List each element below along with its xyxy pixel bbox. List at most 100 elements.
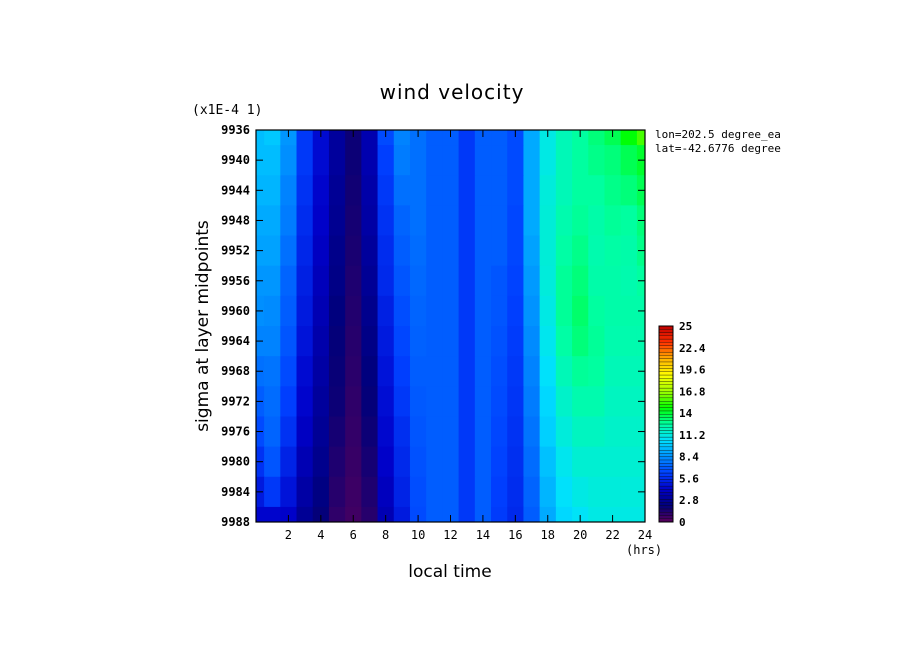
y-tick-label: 9964 xyxy=(221,334,250,348)
heatmap-cell xyxy=(539,295,557,327)
heatmap-cell xyxy=(426,145,443,176)
heatmap-cell xyxy=(312,416,330,448)
heatmap-cell xyxy=(361,295,379,327)
heatmap-cell xyxy=(474,265,492,297)
heatmap-cell xyxy=(539,416,557,448)
heatmap-cell xyxy=(474,145,492,176)
colorbar-label: 11.2 xyxy=(679,429,706,442)
heatmap-cell xyxy=(458,205,476,237)
heatmap-cell xyxy=(328,506,346,522)
x-axis-label: local time xyxy=(408,562,492,582)
heatmap-cell xyxy=(507,476,525,508)
heatmap-cell xyxy=(588,416,606,448)
heatmap-cell xyxy=(604,145,622,176)
colorbar-label: 5.6 xyxy=(679,472,699,485)
heatmap-cell xyxy=(409,356,427,387)
heatmap-cell xyxy=(474,506,492,522)
heatmap-cell xyxy=(393,295,411,327)
heatmap-cell xyxy=(328,386,346,418)
heatmap-cell xyxy=(361,205,379,237)
colorbar-label: 0 xyxy=(679,516,686,529)
heatmap-cell xyxy=(264,145,281,176)
heatmap-cell xyxy=(345,356,362,387)
heatmap-cell xyxy=(393,446,411,478)
heatmap-cell xyxy=(409,205,427,237)
heatmap-cell xyxy=(604,416,622,448)
heatmap-cell xyxy=(555,386,573,418)
heatmap-cell xyxy=(588,295,606,327)
heatmap-cell xyxy=(377,145,395,176)
heatmap-cell xyxy=(442,416,460,448)
heatmap-cell xyxy=(620,145,638,176)
heatmap-cell xyxy=(426,265,443,297)
heatmap-cell xyxy=(345,476,362,508)
heatmap-cell xyxy=(474,476,492,508)
heatmap-cell xyxy=(409,235,427,267)
heatmap-cell xyxy=(377,416,395,448)
colorbar-segment xyxy=(658,505,674,510)
colorbar-segment xyxy=(658,374,674,379)
heatmap-cell xyxy=(588,130,606,146)
colorbar-segment xyxy=(658,335,674,340)
heatmap-cell xyxy=(555,446,573,478)
heatmap-cell xyxy=(523,326,541,357)
heatmap-cell xyxy=(312,235,330,267)
heatmap-cell xyxy=(458,295,476,327)
heatmap-cell xyxy=(426,416,443,448)
heatmap-cell xyxy=(539,446,557,478)
heatmap-cell xyxy=(507,205,525,237)
heatmap-cell xyxy=(328,295,346,327)
colorbar-segment xyxy=(658,348,674,353)
heatmap-cell xyxy=(588,446,606,478)
heatmap-cell xyxy=(442,506,460,522)
x-tick-label: 20 xyxy=(573,528,587,542)
heatmap-cell xyxy=(345,326,362,357)
heatmap-cell xyxy=(312,446,330,478)
heatmap-cell xyxy=(442,145,460,176)
heatmap-cell xyxy=(328,175,346,206)
heatmap-cell xyxy=(264,416,281,448)
heatmap-cell xyxy=(572,265,589,297)
colorbar: 0 2.8 5.6 8.4 11.2 14 16.8 19.6 22.4 25 xyxy=(658,320,706,529)
heatmap-cell xyxy=(555,416,573,448)
heatmap-cell xyxy=(296,235,314,267)
colorbar-segment xyxy=(658,498,674,503)
colorbar-label: 2.8 xyxy=(679,494,699,507)
heatmap-cell xyxy=(280,446,298,478)
heatmap-cell xyxy=(280,386,298,418)
colorbar-segment xyxy=(658,342,674,346)
colorbar-segment xyxy=(658,472,674,477)
heatmap-cell xyxy=(361,446,379,478)
heatmap-cell xyxy=(523,235,541,267)
heatmap-cell xyxy=(393,386,411,418)
heatmap-cell xyxy=(361,356,379,387)
heatmap-cell xyxy=(442,265,460,297)
y-tick-label: 9936 xyxy=(221,123,250,137)
heatmap-cell xyxy=(555,265,573,297)
heatmap-cell xyxy=(491,326,508,357)
x-tick-label: 14 xyxy=(476,528,490,542)
colorbar-segment xyxy=(658,430,674,434)
colorbar-segment xyxy=(658,512,674,516)
y-tick-label: 9972 xyxy=(221,394,250,408)
heatmap-cell xyxy=(507,326,525,357)
heatmap-cell xyxy=(474,416,492,448)
heatmap-cell xyxy=(507,130,525,146)
colorbar-label: 25 xyxy=(679,320,692,333)
x-axis-unit: (hrs) xyxy=(626,543,663,557)
heatmap-cell xyxy=(474,326,492,357)
y-tick-label: 9968 xyxy=(221,364,250,378)
heatmap-cell xyxy=(426,235,443,267)
heatmap-cell xyxy=(620,476,638,508)
heatmap-cell xyxy=(296,446,314,478)
heatmap-cell xyxy=(328,356,346,387)
heatmap-cell xyxy=(361,506,379,522)
heatmap-cell xyxy=(604,476,622,508)
heatmap-cell xyxy=(604,386,622,418)
heatmap-cell xyxy=(426,446,443,478)
heatmap-cell xyxy=(572,295,589,327)
heatmap-cell xyxy=(345,205,362,237)
heatmap-cell xyxy=(393,506,411,522)
heatmap-cell xyxy=(620,130,638,146)
